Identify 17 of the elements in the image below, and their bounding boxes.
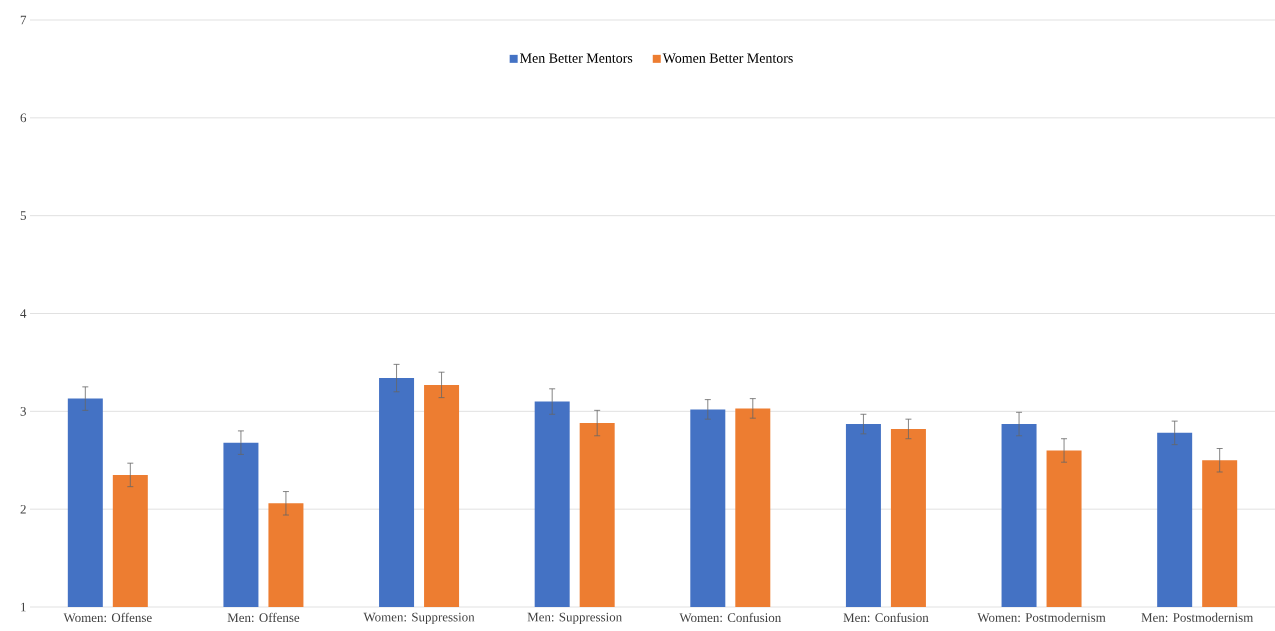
x-tick-label: Women: Offense bbox=[63, 612, 152, 623]
y-tick-label: 4 bbox=[20, 309, 27, 318]
x-tick-label: Men: Suppression bbox=[527, 612, 622, 625]
y-tick-label: 2 bbox=[20, 504, 26, 514]
x-tick-label: Men: Confusion bbox=[843, 612, 929, 623]
y-tick-label: 1 bbox=[21, 602, 26, 612]
legend-label: Men Better Mentors bbox=[520, 53, 633, 63]
y-tick-label: 3 bbox=[20, 406, 26, 416]
x-tick-label: Men: Postmodernism bbox=[1141, 612, 1254, 622]
x-tick-label: Men: Offense bbox=[227, 612, 300, 623]
y-tick-label: 6 bbox=[20, 113, 27, 123]
y-tick-label: 7 bbox=[20, 15, 27, 25]
x-tick-label: Women: Confusion bbox=[679, 612, 782, 623]
y-tick-label: 5 bbox=[20, 211, 26, 220]
legend-label: Women Better Mentors bbox=[662, 53, 793, 63]
x-tick-label: Women: Postmodernism bbox=[977, 612, 1106, 622]
x-tick-label: Women: Suppression bbox=[363, 612, 475, 625]
